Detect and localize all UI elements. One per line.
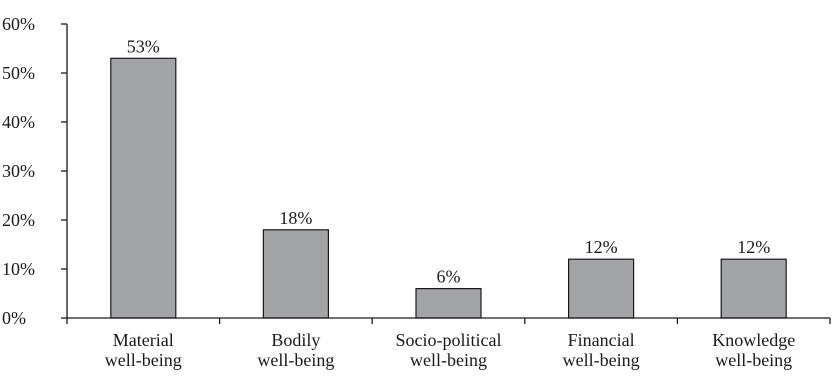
category-label-line: well-being (257, 350, 334, 370)
bar (415, 288, 482, 319)
category-label-line: Financial (568, 330, 635, 350)
category-label: Knowledge well-being (712, 330, 795, 370)
category-label: Socio-political well-being (396, 330, 502, 370)
category-label-line: well-being (410, 350, 487, 370)
category-label-line: Material (113, 330, 174, 350)
bar-value-label: 18% (279, 208, 312, 228)
bar-value-label: 6% (437, 267, 461, 287)
bar-value-label: 12% (737, 237, 770, 257)
y-tick-label: 60% (2, 14, 35, 34)
y-tick-label: 0% (2, 308, 26, 328)
y-axis-ticks: 0% 10% 20% 30% 40% 50% 60% (2, 14, 831, 328)
category-label: Bodily well-being (257, 330, 334, 370)
bar-value-label: 53% (127, 36, 160, 56)
y-tick-label: 40% (2, 112, 35, 132)
bar (567, 258, 635, 319)
category-label-line: well-being (715, 350, 792, 370)
category-label-line: well-being (105, 350, 182, 370)
category-label-line: Knowledge (712, 330, 795, 350)
bar-value-label: 12% (585, 237, 618, 257)
category-label: Material well-being (105, 330, 182, 370)
category-label: Financial well-being (563, 330, 640, 370)
y-tick-label: 20% (2, 210, 35, 230)
y-tick-label: 10% (2, 259, 35, 279)
bar (110, 57, 177, 319)
bar (720, 258, 787, 319)
y-tick-label: 30% (2, 161, 35, 181)
bar (262, 229, 329, 319)
bars (110, 57, 787, 319)
y-tick-label: 50% (2, 63, 35, 83)
category-label-line: Socio-political (396, 330, 502, 350)
data-labels: 53% 18% 6% 12% 12% (127, 36, 770, 286)
category-label-line: Bodily (271, 330, 320, 350)
category-label-line: well-being (563, 350, 640, 370)
